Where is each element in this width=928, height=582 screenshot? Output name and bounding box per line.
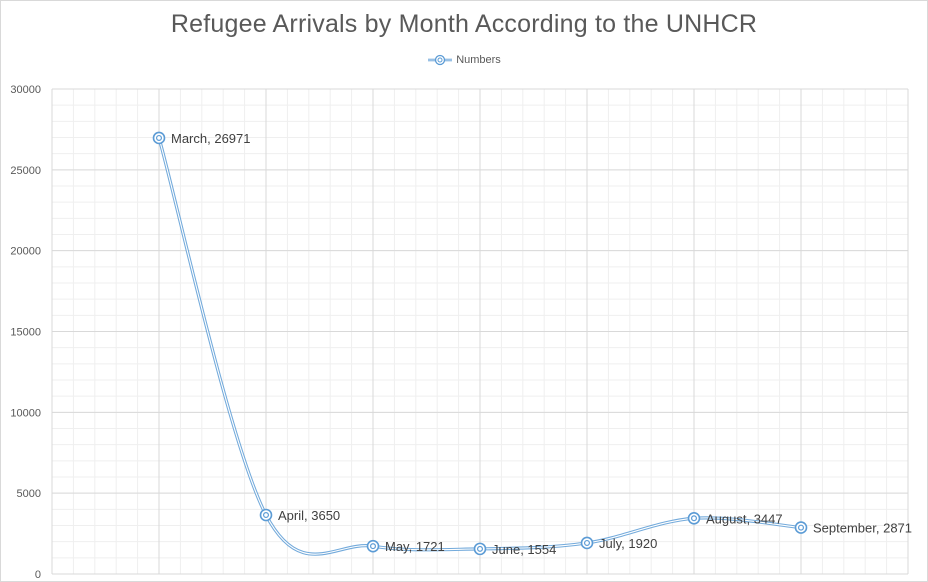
y-tick-label: 10000 <box>10 407 41 419</box>
legend: Numbers <box>0 54 928 66</box>
data-label: August, 3447 <box>706 511 783 526</box>
data-label: March, 26971 <box>171 131 251 146</box>
data-point-center <box>583 539 590 546</box>
y-tick-label: 30000 <box>10 84 41 96</box>
data-point <box>687 511 701 525</box>
y-tick-label: 25000 <box>10 165 41 177</box>
series-line-inner <box>158 137 802 555</box>
data-label: April, 3650 <box>278 508 340 523</box>
data-point-center <box>690 515 697 522</box>
data-label: May, 1721 <box>385 539 445 554</box>
data-point-center <box>370 543 377 550</box>
data-label: July, 1920 <box>599 536 657 551</box>
data-point-center <box>797 524 804 531</box>
data-label: June, 1554 <box>492 542 556 557</box>
y-tick-label: 5000 <box>17 488 41 500</box>
data-point <box>473 542 487 556</box>
data-point-center <box>156 134 163 141</box>
y-tick-label: 20000 <box>10 246 41 258</box>
data-point <box>580 536 594 550</box>
legend-marker-icon <box>428 54 453 66</box>
chart-title: Refugee Arrivals by Month According to t… <box>170 10 758 38</box>
data-point <box>152 131 166 145</box>
legend-label: Numbers <box>456 54 501 66</box>
data-point <box>259 508 273 522</box>
data-point <box>366 539 380 553</box>
data-label: September, 2871 <box>813 521 912 536</box>
data-point <box>794 521 808 534</box>
data-point-center <box>477 545 484 552</box>
y-tick-label: 0 <box>35 569 41 581</box>
data-point-center <box>263 511 270 518</box>
y-tick-label: 15000 <box>10 327 41 339</box>
